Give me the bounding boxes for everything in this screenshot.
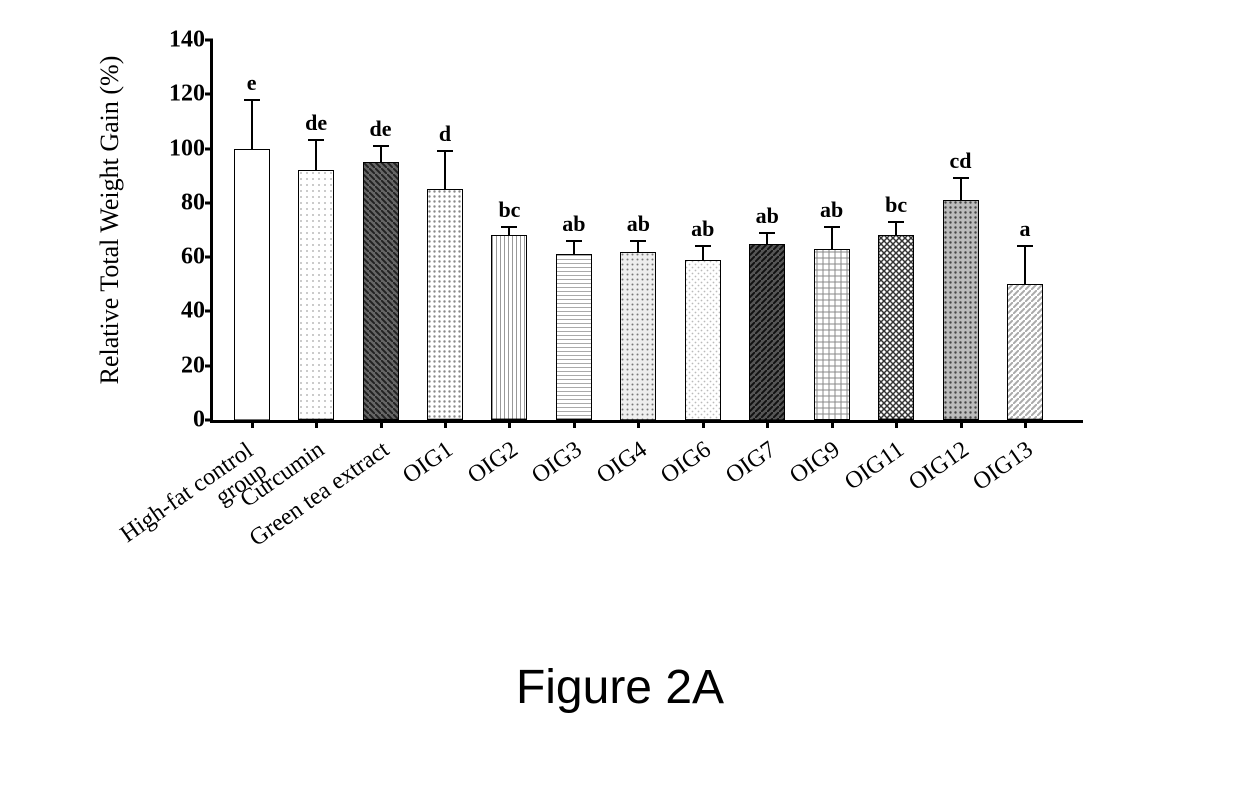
- error-cap: [888, 221, 904, 223]
- bar: [685, 260, 721, 420]
- x-tick-label: OIG9: [785, 436, 845, 489]
- error-bar: [251, 100, 253, 149]
- x-tick-mark: [766, 420, 769, 428]
- bar: [298, 170, 334, 420]
- error-bar: [895, 222, 897, 236]
- error-cap: [566, 240, 582, 242]
- x-tick-mark: [637, 420, 640, 428]
- error-bar: [637, 241, 639, 252]
- y-tick-mark: [205, 93, 213, 96]
- bar: [427, 189, 463, 420]
- y-tick-mark: [205, 310, 213, 313]
- error-bar: [573, 241, 575, 255]
- error-cap: [759, 232, 775, 234]
- x-tick-mark: [251, 420, 254, 428]
- x-tick-mark: [380, 420, 383, 428]
- y-tick-mark: [205, 256, 213, 259]
- error-bar: [1024, 246, 1026, 284]
- x-tick-mark: [444, 420, 447, 428]
- x-tick-mark: [960, 420, 963, 428]
- x-tick-label: OIG2: [463, 436, 523, 489]
- x-tick-label: OIG1: [398, 436, 458, 489]
- error-cap: [244, 99, 260, 101]
- significance-label: de: [305, 110, 327, 136]
- bar: [234, 149, 270, 420]
- significance-label: de: [370, 116, 392, 142]
- y-tick-mark: [205, 419, 213, 422]
- x-tick-mark: [1024, 420, 1027, 428]
- error-cap: [695, 245, 711, 247]
- error-cap: [953, 177, 969, 179]
- bar: [943, 200, 979, 420]
- significance-label: ab: [756, 203, 779, 229]
- bar: [491, 235, 527, 420]
- bar: [556, 254, 592, 420]
- bar: [878, 235, 914, 420]
- x-tick-mark: [508, 420, 511, 428]
- error-cap: [373, 145, 389, 147]
- x-tick-mark: [831, 420, 834, 428]
- x-tick-mark: [315, 420, 318, 428]
- error-bar: [380, 146, 382, 162]
- error-bar: [508, 227, 510, 235]
- x-tick-label: OIG4: [592, 436, 652, 489]
- x-tick-label: OIG7: [721, 436, 781, 489]
- error-bar: [960, 178, 962, 200]
- error-bar: [766, 233, 768, 244]
- significance-label: ab: [562, 211, 585, 237]
- x-tick-label: OIG11: [841, 436, 910, 496]
- error-cap: [501, 226, 517, 228]
- x-tick-label: OIG6: [656, 436, 716, 489]
- x-tick-mark: [702, 420, 705, 428]
- x-tick-label: OIG13: [969, 436, 1039, 496]
- error-cap: [308, 139, 324, 141]
- significance-label: ab: [691, 216, 714, 242]
- x-tick-label: OIG12: [904, 436, 974, 496]
- bar: [363, 162, 399, 420]
- error-cap: [1017, 245, 1033, 247]
- figure-caption: Figure 2A: [516, 660, 724, 715]
- error-bar: [702, 246, 704, 260]
- bar: [749, 244, 785, 420]
- error-bar: [831, 227, 833, 249]
- significance-label: ab: [820, 197, 843, 223]
- bar: [1007, 284, 1043, 420]
- significance-label: cd: [950, 148, 972, 174]
- significance-label: ab: [627, 211, 650, 237]
- y-tick-mark: [205, 147, 213, 150]
- error-bar: [444, 151, 446, 189]
- error-cap: [437, 150, 453, 152]
- bar: [620, 252, 656, 420]
- y-tick-mark: [205, 364, 213, 367]
- error-cap: [630, 240, 646, 242]
- significance-label: a: [1020, 216, 1031, 242]
- y-axis-label: Relative Total Weight Gain (%): [95, 56, 125, 385]
- significance-label: e: [247, 70, 257, 96]
- error-cap: [824, 226, 840, 228]
- y-tick-mark: [205, 201, 213, 204]
- y-tick-mark: [205, 39, 213, 42]
- bar: [814, 249, 850, 420]
- plot-area: 020406080100120140eHigh-fat controlgroup…: [210, 40, 1083, 423]
- significance-label: bc: [498, 197, 520, 223]
- x-tick-label: OIG3: [527, 436, 587, 489]
- error-bar: [315, 140, 317, 170]
- x-tick-mark: [895, 420, 898, 428]
- significance-label: d: [439, 121, 451, 147]
- weight-gain-chart: Relative Total Weight Gain (%) 020406080…: [120, 30, 1120, 510]
- x-tick-mark: [573, 420, 576, 428]
- significance-label: bc: [885, 192, 907, 218]
